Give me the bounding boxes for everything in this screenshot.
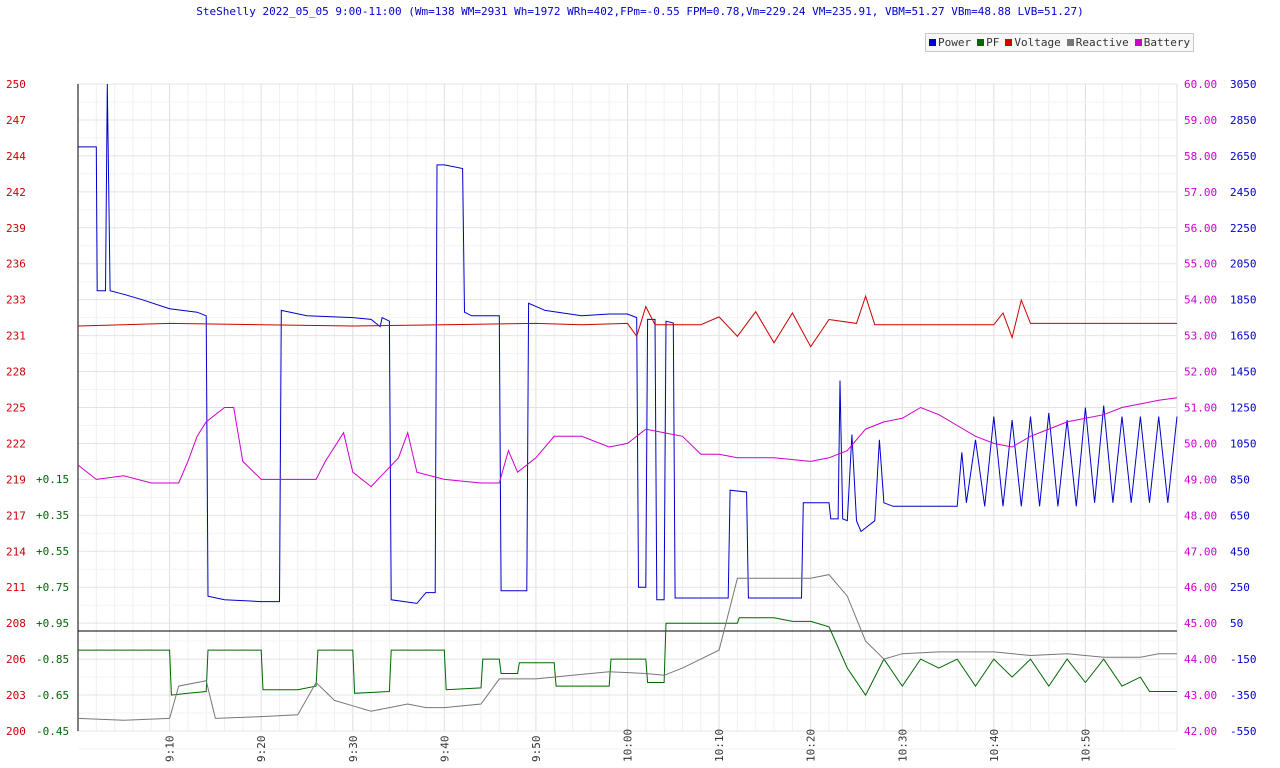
battery-tick-label: 43.00	[1184, 689, 1217, 702]
series-line-reactive	[77, 574, 1177, 721]
legend-item-power: Power	[929, 36, 971, 49]
power-tick-label: -350	[1230, 689, 1257, 702]
voltage-tick-label: 211	[6, 581, 26, 594]
x-tick-label: 9:10	[164, 736, 177, 763]
x-tick-label: 9:30	[347, 736, 360, 763]
legend-item-voltage: Voltage	[1005, 36, 1061, 49]
battery-tick-label: 53.00	[1184, 330, 1217, 343]
legend-swatch-battery	[1134, 39, 1142, 46]
power-tick-label: 1650	[1230, 330, 1257, 343]
voltage-tick-label: 222	[6, 437, 26, 450]
legend-label-battery: Battery	[1143, 36, 1191, 49]
voltage-tick-label: 250	[6, 78, 26, 91]
battery-tick-label: 46.00	[1184, 581, 1217, 594]
pf-tick-label: -0.45	[36, 725, 69, 738]
power-tick-label: 2450	[1230, 186, 1257, 199]
legend-item-pf: PF	[977, 36, 999, 49]
battery-tick-label: 50.00	[1184, 437, 1217, 450]
pf-tick-label: -0.85	[36, 653, 69, 666]
battery-tick-label: 44.00	[1184, 653, 1217, 666]
power-tick-label: 1450	[1230, 366, 1257, 379]
power-tick-label: 2650	[1230, 150, 1257, 163]
voltage-tick-label: 231	[6, 330, 26, 343]
voltage-tick-label: 200	[6, 725, 26, 738]
voltage-tick-label: 203	[6, 689, 26, 702]
power-tick-label: 1250	[1230, 402, 1257, 415]
power-tick-label: 450	[1230, 545, 1250, 558]
pf-tick-label: +0.55	[36, 545, 69, 558]
x-tick-label: 10:20	[805, 729, 818, 762]
x-tick-label: 9:20	[255, 736, 268, 763]
battery-tick-label: 51.00	[1184, 402, 1217, 415]
voltage-tick-label: 225	[6, 402, 26, 415]
battery-tick-label: 52.00	[1184, 366, 1217, 379]
x-tick-label: 10:30	[896, 729, 909, 762]
pf-tick-label: +0.15	[36, 473, 69, 486]
legend-item-reactive: Reactive	[1066, 36, 1129, 49]
battery-tick-label: 45.00	[1184, 617, 1217, 630]
series-line-power	[78, 83, 1178, 604]
legend-swatch-voltage	[1005, 39, 1013, 46]
x-tick-label: 10:50	[1079, 729, 1092, 762]
voltage-tick-label: 239	[6, 222, 26, 235]
series-line-battery	[77, 397, 1178, 488]
legend-label-reactive: Reactive	[1075, 36, 1129, 49]
battery-tick-label: 54.00	[1184, 294, 1217, 307]
x-tick-label: 10:10	[713, 729, 726, 762]
voltage-tick-label: 236	[6, 258, 26, 271]
power-tick-label: 3050	[1230, 78, 1257, 91]
power-tick-label: 1050	[1230, 437, 1257, 450]
battery-tick-label: 48.00	[1184, 509, 1217, 522]
battery-tick-label: 49.00	[1184, 473, 1217, 486]
power-tick-label: 2850	[1230, 114, 1257, 127]
x-tick-label: 9:40	[438, 736, 451, 763]
legend-swatch-reactive	[1066, 39, 1074, 46]
power-tick-label: 250	[1230, 581, 1250, 594]
voltage-tick-label: 244	[6, 150, 26, 163]
voltage-tick-label: 219	[6, 473, 26, 486]
voltage-tick-label: 242	[6, 186, 26, 199]
x-tick-label: 10:00	[622, 729, 635, 762]
battery-tick-label: 57.00	[1184, 186, 1217, 199]
power-tick-label: 850	[1230, 473, 1250, 486]
pf-tick-label: +0.95	[36, 617, 69, 630]
battery-tick-label: 55.00	[1184, 258, 1217, 271]
voltage-tick-label: 233	[6, 294, 26, 307]
legend-swatch-power	[929, 39, 936, 46]
battery-tick-label: 59.00	[1184, 114, 1217, 127]
battery-tick-label: 47.00	[1184, 545, 1217, 558]
legend-label-voltage: Voltage	[1014, 36, 1061, 49]
power-tick-label: 650	[1230, 509, 1250, 522]
power-tick-label: 2050	[1230, 258, 1257, 271]
x-tick-label: 10:40	[988, 729, 1001, 762]
power-tick-label: 2250	[1230, 222, 1257, 235]
voltage-tick-label: 206	[6, 653, 26, 666]
voltage-tick-label: 217	[6, 509, 26, 522]
battery-tick-label: 58.00	[1184, 150, 1217, 163]
voltage-tick-label: 228	[6, 366, 26, 379]
legend-item-battery: Battery	[1134, 36, 1191, 49]
battery-tick-label: 42.00	[1184, 725, 1217, 738]
chart-title: SteShelly 2022_05_05 9:00-11:00 (Wm=138 …	[196, 5, 1084, 18]
power-tick-label: -550	[1230, 725, 1257, 738]
series-line-voltage	[77, 294, 1177, 348]
voltage-tick-label: 208	[6, 617, 26, 630]
chart-legend: Power PF Voltage Reactive Battery	[925, 33, 1195, 52]
voltage-tick-label: 247	[6, 114, 26, 127]
pf-tick-label: +0.35	[36, 509, 69, 522]
power-tick-label: 50	[1230, 617, 1243, 630]
series-line-pf	[78, 617, 1177, 697]
x-tick-label: 9:50	[530, 736, 543, 763]
pf-tick-label: -0.65	[36, 689, 69, 702]
legend-swatch-pf	[977, 39, 985, 46]
legend-label-pf: PF	[986, 36, 1000, 49]
pf-tick-label: +0.75	[36, 581, 69, 594]
battery-tick-label: 56.00	[1184, 222, 1217, 235]
voltage-tick-label: 214	[6, 545, 26, 558]
power-tick-label: -150	[1230, 653, 1257, 666]
battery-tick-label: 60.00	[1184, 78, 1217, 91]
legend-label-power: Power	[938, 36, 972, 49]
power-tick-label: 1850	[1230, 294, 1257, 307]
